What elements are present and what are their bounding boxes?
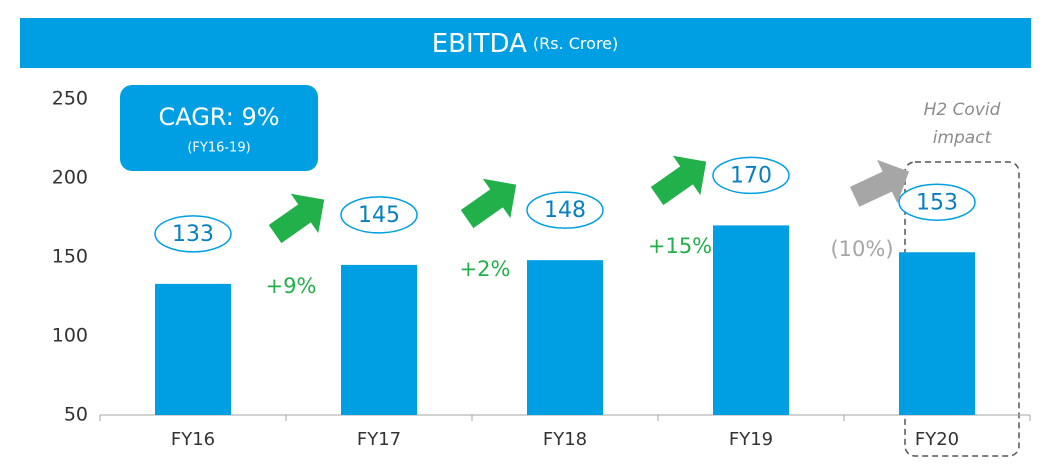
data-label: 153 xyxy=(916,190,958,215)
bar xyxy=(527,260,603,415)
bar xyxy=(899,252,975,415)
data-label: 145 xyxy=(358,203,400,228)
x-tick-label: FY20 xyxy=(915,429,959,450)
growth-label: +15% xyxy=(648,234,712,258)
bar xyxy=(155,283,231,415)
growth-arrow xyxy=(650,155,707,206)
growth-label: (10%) xyxy=(830,237,893,261)
growth-arrow xyxy=(460,178,517,229)
data-label-bubble xyxy=(154,215,232,253)
x-tick-label: FY17 xyxy=(357,429,401,450)
cagr-box xyxy=(120,85,318,171)
x-tick-label: FY16 xyxy=(171,429,215,450)
y-tick-label: 250 xyxy=(52,88,88,110)
chart-header: EBITDA (Rs. Crore) xyxy=(432,29,619,59)
cagr-period: (FY16-19) xyxy=(187,141,250,156)
y-tick-label: 100 xyxy=(52,325,88,347)
growth-arrow xyxy=(849,159,910,207)
bar xyxy=(713,225,789,415)
data-label: 170 xyxy=(730,163,772,188)
y-tick-label: 50 xyxy=(64,404,88,426)
growth-arrow xyxy=(268,193,325,244)
chart-subtitle: (Rs. Crore) xyxy=(533,34,618,53)
y-tick-label: 150 xyxy=(52,246,88,268)
note-line: H2 Covid xyxy=(924,100,1001,120)
y-tick-label: 200 xyxy=(52,167,88,189)
header-bar xyxy=(20,18,1031,68)
growth-label: +9% xyxy=(266,274,317,298)
data-label-bubble xyxy=(526,191,604,229)
data-label: 133 xyxy=(172,222,214,247)
data-label-bubble xyxy=(712,156,790,195)
note-line: impact xyxy=(933,128,993,148)
data-label: 148 xyxy=(544,198,586,223)
chart-title: EBITDA xyxy=(432,29,527,59)
growth-label: +2% xyxy=(460,257,511,281)
data-label-bubble xyxy=(340,196,418,234)
bar xyxy=(341,264,417,415)
cagr-title: CAGR: 9% xyxy=(158,103,279,131)
x-tick-label: FY19 xyxy=(729,429,773,450)
x-tick-label: FY18 xyxy=(543,429,587,450)
data-label-bubble xyxy=(898,183,976,222)
